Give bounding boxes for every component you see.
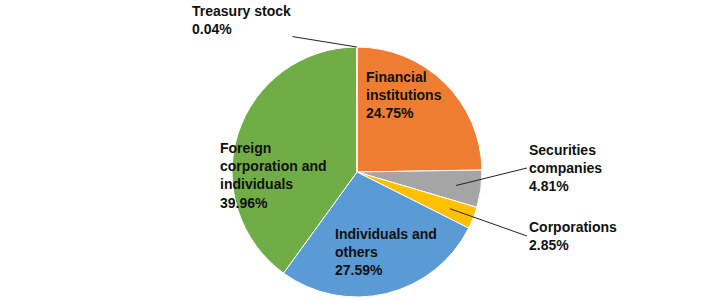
svg-text:Treasury stock0.04%: Treasury stock0.04% [192,3,291,37]
svg-text:Financialinstitutions24.75%: Financialinstitutions24.75% [366,69,442,121]
svg-text:Corporations2.85%: Corporations2.85% [529,219,617,253]
svg-text:Individuals andothers27.59%: Individuals andothers27.59% [335,226,437,278]
svg-text:Securitiescompanies4.81%: Securitiescompanies4.81% [529,142,602,194]
svg-text:Foreigncorporation andindividu: Foreigncorporation andindividuals39.96% [220,140,327,211]
